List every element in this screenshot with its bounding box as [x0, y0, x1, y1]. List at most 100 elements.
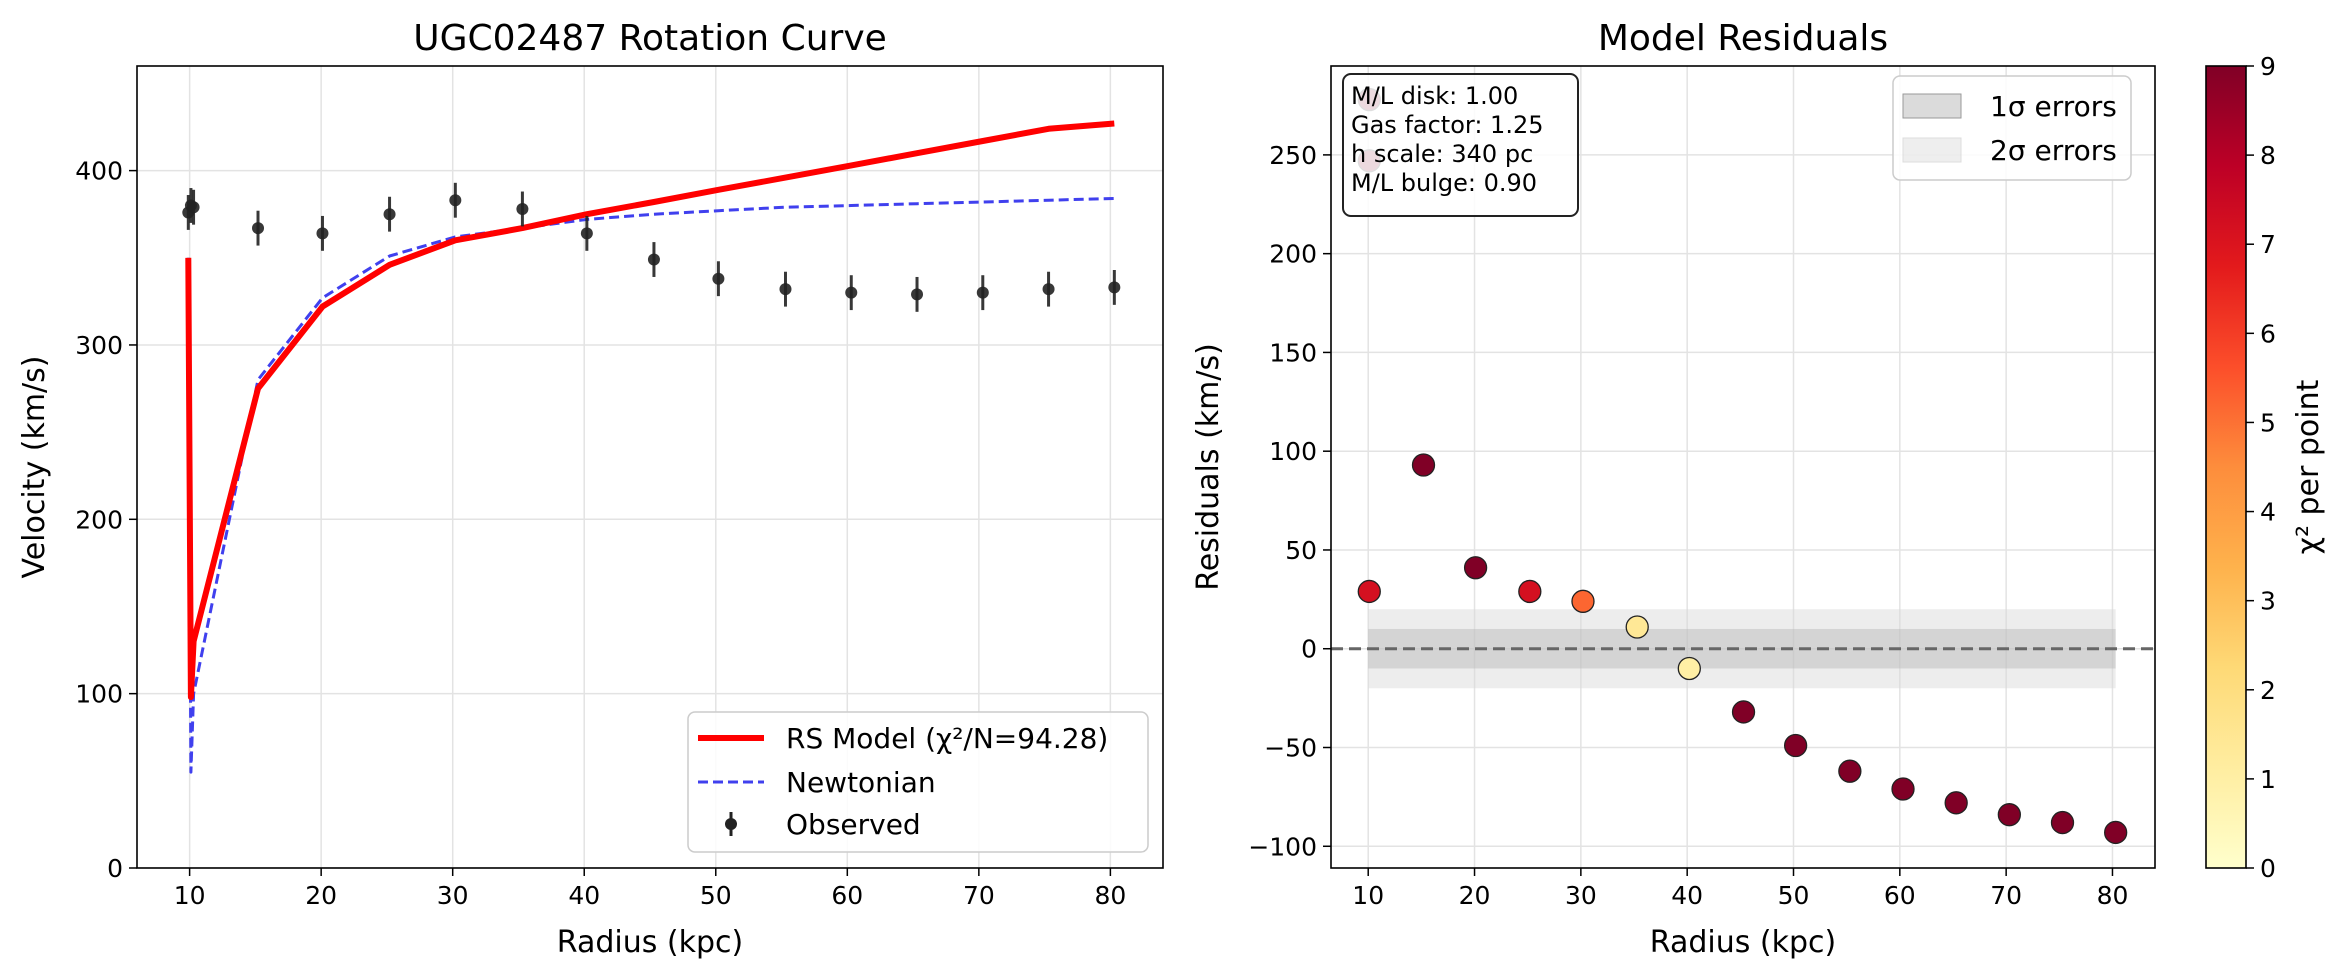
y-tick-label: 100 [75, 680, 123, 709]
legend-observed-label: Observed [786, 808, 921, 841]
rotation-axes-frame [136, 65, 1164, 869]
colorbar-tick-label: 4 [2260, 498, 2276, 527]
colorbar-ticks: 0 1 2 3 4 5 6 7 8 9 [2246, 52, 2276, 883]
annotation-ml-disk: M/L disk: 1.00 [1351, 82, 1518, 110]
x-tick-label: 60 [1884, 881, 1916, 910]
legend-newtonian-label: Newtonian [786, 766, 936, 799]
observed-point [1042, 283, 1055, 296]
annotation-h-scale: h scale: 340 pc [1351, 140, 1533, 168]
residual-point [1357, 579, 1381, 604]
y-tick-label: −100 [1248, 832, 1317, 861]
colorbar-tick-label: 8 [2260, 141, 2276, 170]
x-tick-label: 20 [305, 881, 337, 910]
observed-point [647, 253, 660, 266]
x-tick-label: 30 [437, 881, 469, 910]
rs-model-line [185, 120, 1115, 701]
rotation-y-axis-label: Velocity (km/s) [17, 356, 52, 579]
x-tick-label: 70 [963, 881, 995, 910]
residuals-x-ticks: 10 20 30 40 50 60 70 80 [1352, 868, 2128, 910]
legend-observed-marker [725, 818, 737, 830]
colorbar: 0 1 2 3 4 5 6 7 8 9 χ² per point [2205, 52, 2326, 883]
residual-point [1677, 656, 1701, 681]
legend-rs-model-label: RS Model (χ²/N=94.28) [786, 722, 1108, 755]
observed-point [911, 288, 924, 301]
band-1sigma [1368, 628, 2116, 669]
residuals-y-axis-label: Residuals (km/s) [1191, 343, 1226, 591]
x-tick-label: 60 [831, 881, 863, 910]
x-tick-label: 80 [2097, 881, 2129, 910]
residuals-error-bands [1331, 609, 2155, 689]
annotation-gas-factor: Gas factor: 1.25 [1351, 111, 1543, 139]
rotation-curve-chart: UGC02487 Rotation Curve 10 20 30 40 50 60 70 80… [17, 18, 1164, 960]
residuals-chart-title: Model Residuals [1598, 18, 1888, 59]
rotation-y-ticks: 0 100 200 300 400 [75, 157, 137, 883]
colorbar-tick-label: 5 [2260, 408, 2276, 437]
residuals-y-ticks: −100 −50 0 50 100 150 200 250 [1248, 141, 1331, 861]
colorbar-label: χ² per point [2291, 379, 2326, 554]
residual-point [1463, 556, 1488, 580]
x-tick-label: 80 [1094, 881, 1126, 910]
y-tick-label: 200 [75, 505, 123, 534]
observed-point [845, 286, 858, 299]
residual-point [1838, 759, 1862, 783]
observed-point [316, 227, 329, 240]
x-tick-label: 10 [1352, 881, 1384, 910]
x-tick-label: 20 [1459, 881, 1491, 910]
residual-point [1891, 777, 1915, 801]
residuals-legend: 1σ errors 2σ errors [1892, 75, 2132, 181]
observed-point [383, 208, 396, 221]
y-tick-label: 250 [1269, 141, 1317, 170]
residual-point [1625, 615, 1649, 639]
x-tick-label: 40 [568, 881, 600, 910]
colorbar-tick-label: 0 [2260, 854, 2276, 883]
colorbar-tick-label: 7 [2260, 230, 2276, 259]
y-tick-label: 100 [1269, 437, 1317, 466]
residual-point [1411, 453, 1436, 477]
y-tick-label: 0 [107, 854, 123, 883]
x-tick-label: 50 [700, 881, 732, 910]
colorbar-tick-label: 9 [2260, 52, 2276, 81]
residuals-chart: Model Residuals 10 20 30 40 50 60 70 80 −100−50… [1191, 18, 2326, 960]
residual-point [2104, 820, 2128, 845]
colorbar-tick-label: 6 [2260, 319, 2276, 348]
x-tick-label: 30 [1565, 881, 1597, 910]
rotation-x-ticks: 10 20 30 40 50 60 70 80 [174, 868, 1126, 910]
rotation-plot-area [182, 120, 1121, 774]
observed-point [449, 194, 462, 207]
residuals-legend-box [1892, 75, 2132, 181]
rotation-legend-box [687, 711, 1149, 853]
residual-point [1518, 579, 1542, 604]
residuals-plot-area [1357, 87, 2128, 845]
residual-point [1997, 803, 2021, 827]
residual-point [1731, 700, 1756, 724]
residual-point [1944, 791, 1968, 815]
residual-point [2050, 810, 2075, 835]
parameter-annotation-box [1342, 73, 1579, 217]
colorbar-gradient [2205, 65, 2247, 869]
y-tick-label: 200 [1269, 240, 1317, 269]
observed-point [580, 227, 593, 240]
newtonian-line [186, 197, 1115, 774]
colorbar-tick-label: 3 [2260, 587, 2276, 616]
y-tick-label: −50 [1264, 734, 1317, 763]
legend-1sigma-label: 1σ errors [1990, 90, 2117, 123]
y-tick-label: 300 [75, 331, 123, 360]
observed-point [976, 286, 989, 299]
x-tick-label: 10 [174, 881, 206, 910]
parameter-annotation: M/L disk: 1.00 Gas factor: 1.25 h scale:… [1342, 73, 1579, 217]
rotation-x-axis-label: Radius (kpc) [557, 925, 743, 960]
residuals-x-axis-label: Radius (kpc) [1650, 925, 1836, 960]
residual-point [1571, 589, 1595, 613]
observed-point [712, 272, 725, 285]
observed-point [779, 283, 792, 296]
band-2sigma [1368, 609, 2116, 689]
y-tick-label: 400 [75, 157, 123, 186]
observed-point [252, 222, 265, 235]
colorbar-tick-label: 2 [2260, 676, 2276, 705]
y-tick-label: 50 [1285, 536, 1317, 565]
legend-2sigma-label: 2σ errors [1990, 134, 2117, 167]
residuals-axes-frame [1330, 65, 2156, 869]
legend-2sigma-swatch [1902, 137, 1962, 163]
y-tick-label: 0 [1301, 635, 1317, 664]
